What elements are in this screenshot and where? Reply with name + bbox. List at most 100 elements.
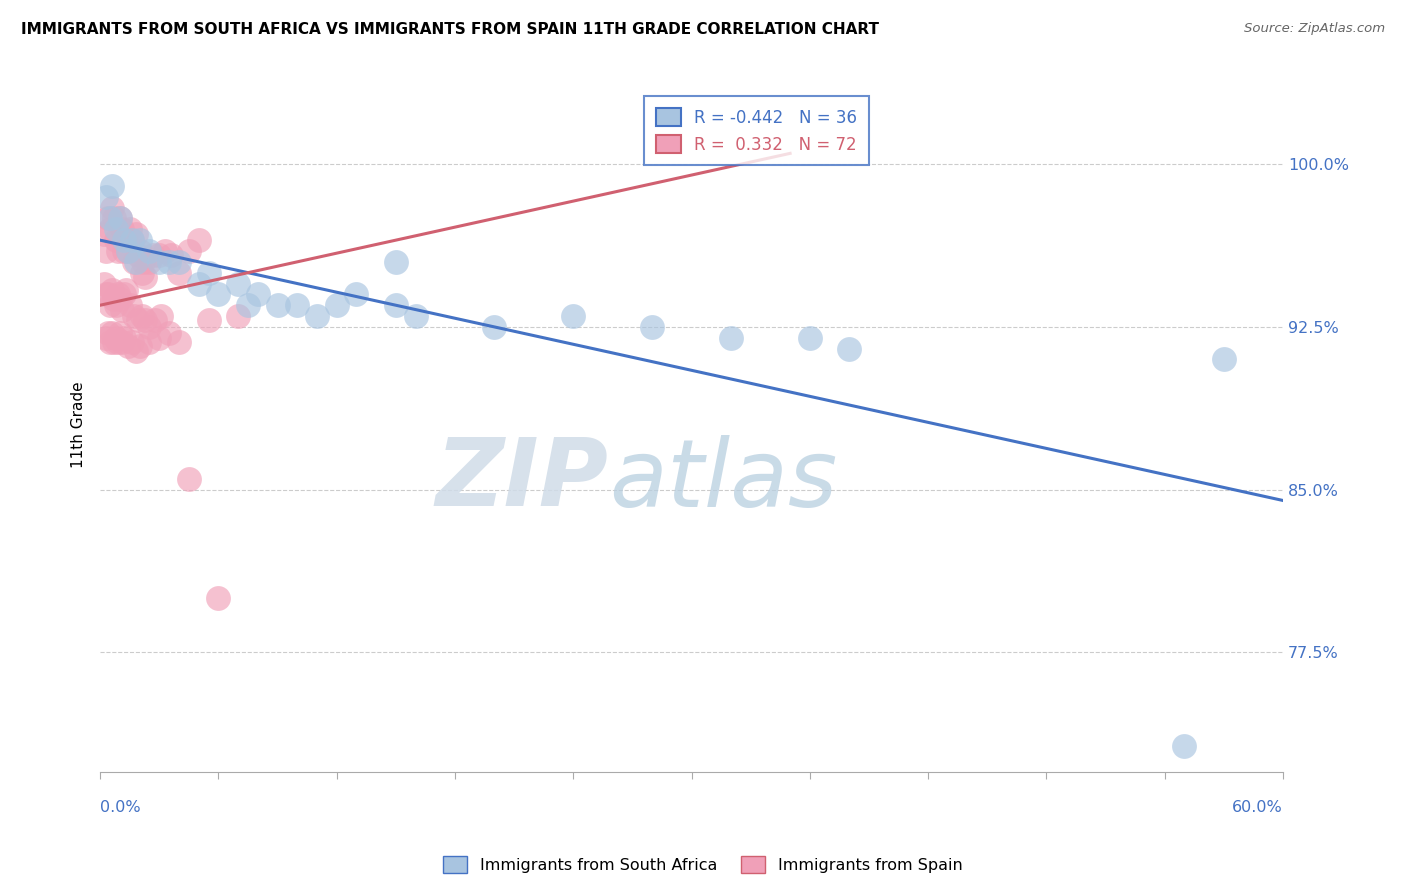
Point	[107, 287, 129, 301]
Point	[153, 244, 176, 258]
Point	[97, 211, 120, 226]
Point	[94, 190, 117, 204]
Point	[138, 244, 160, 258]
Point	[134, 270, 156, 285]
Point	[160, 248, 183, 262]
Point	[103, 292, 125, 306]
Point	[104, 222, 127, 236]
Point	[98, 298, 121, 312]
Point	[128, 233, 150, 247]
Point	[117, 244, 139, 258]
Point	[177, 244, 200, 258]
Point	[118, 298, 141, 312]
Point	[838, 342, 860, 356]
Point	[117, 244, 139, 258]
Point	[266, 298, 288, 312]
Point	[112, 233, 135, 247]
Point	[207, 591, 229, 606]
Point	[305, 309, 328, 323]
Point	[157, 255, 180, 269]
Point	[148, 248, 170, 262]
Point	[101, 178, 124, 193]
Point	[405, 309, 427, 323]
Point	[98, 211, 121, 226]
Text: atlas: atlas	[609, 434, 837, 525]
Point	[148, 331, 170, 345]
Point	[94, 287, 117, 301]
Point	[285, 298, 308, 312]
Point	[104, 298, 127, 312]
Point	[94, 331, 117, 345]
Point	[484, 320, 506, 334]
Point	[103, 211, 125, 226]
Point	[122, 255, 145, 269]
Point	[143, 313, 166, 327]
Point	[101, 283, 124, 297]
Text: IMMIGRANTS FROM SOUTH AFRICA VS IMMIGRANTS FROM SPAIN 11TH GRADE CORRELATION CHA: IMMIGRANTS FROM SOUTH AFRICA VS IMMIGRAN…	[21, 22, 879, 37]
Point	[142, 248, 165, 262]
Point	[101, 201, 124, 215]
Point	[562, 309, 585, 323]
Point	[148, 255, 170, 269]
Point	[111, 222, 134, 236]
Point	[150, 309, 173, 323]
Point	[93, 227, 115, 241]
Point	[1212, 352, 1234, 367]
Point	[117, 339, 139, 353]
Text: ZIP: ZIP	[436, 434, 609, 526]
Point	[167, 335, 190, 350]
Point	[138, 335, 160, 350]
Point	[167, 266, 190, 280]
Point	[720, 331, 742, 345]
Point	[94, 244, 117, 258]
Point	[385, 255, 408, 269]
Point	[131, 309, 153, 323]
Point	[98, 335, 121, 350]
Point	[128, 339, 150, 353]
Text: 60.0%: 60.0%	[1232, 800, 1282, 815]
Point	[114, 283, 136, 297]
Point	[121, 233, 143, 247]
Point	[167, 255, 190, 269]
Point	[246, 287, 269, 301]
Point	[226, 309, 249, 323]
Point	[138, 320, 160, 334]
Point	[122, 309, 145, 323]
Point	[385, 298, 408, 312]
Legend: Immigrants from South Africa, Immigrants from Spain: Immigrants from South Africa, Immigrants…	[437, 849, 969, 880]
Point	[107, 335, 129, 350]
Point	[124, 343, 146, 358]
Point	[107, 244, 129, 258]
Point	[177, 472, 200, 486]
Point	[236, 298, 259, 312]
Point	[138, 255, 160, 269]
Point	[93, 277, 115, 291]
Point	[132, 255, 155, 269]
Point	[127, 248, 149, 262]
Point	[108, 211, 131, 226]
Point	[104, 233, 127, 247]
Point	[197, 266, 219, 280]
Point	[108, 292, 131, 306]
Point	[114, 233, 136, 247]
Point	[131, 266, 153, 280]
Point	[207, 287, 229, 301]
Y-axis label: 11th Grade: 11th Grade	[72, 381, 86, 468]
Point	[325, 298, 347, 312]
Point	[641, 320, 664, 334]
Point	[134, 313, 156, 327]
Legend: R = -0.442   N = 36, R =  0.332   N = 72: R = -0.442 N = 36, R = 0.332 N = 72	[644, 96, 869, 165]
Point	[97, 326, 120, 341]
Point	[1173, 739, 1195, 753]
Point	[112, 244, 135, 258]
Point	[226, 277, 249, 291]
Point	[127, 313, 149, 327]
Point	[187, 277, 209, 291]
Point	[157, 326, 180, 341]
Point	[124, 255, 146, 269]
Point	[101, 326, 124, 341]
Point	[121, 233, 143, 247]
Point	[111, 302, 134, 317]
Point	[112, 331, 135, 345]
Point	[118, 222, 141, 236]
